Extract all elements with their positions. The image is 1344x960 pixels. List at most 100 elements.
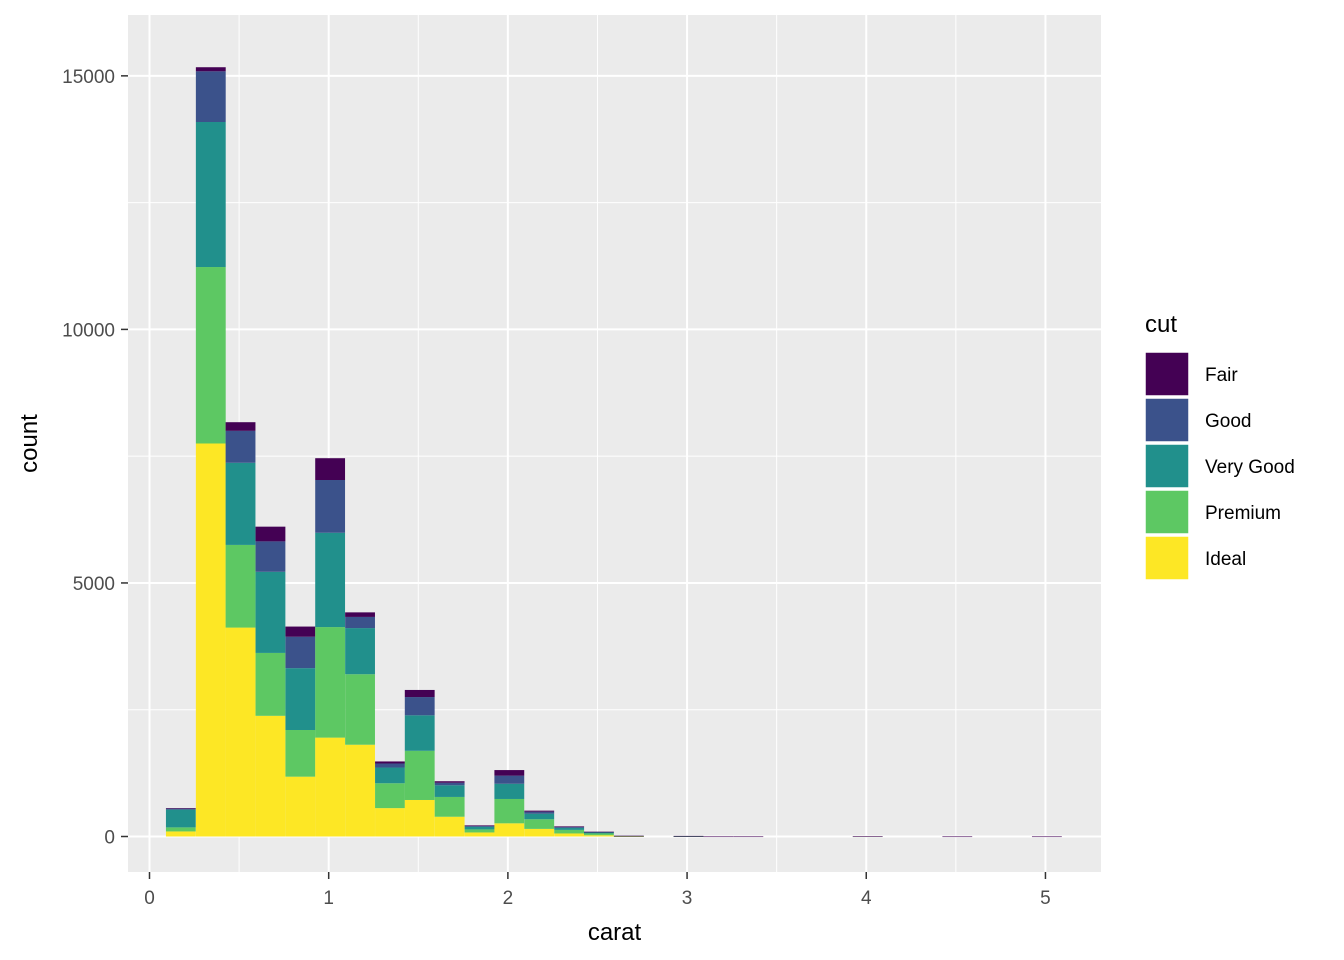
y-tick-label: 5000 [73,574,115,595]
y-tick-label: 10000 [62,320,115,341]
bar-segment-very-good [195,121,226,268]
bar-segment-very-good [225,462,256,545]
x-tick-label: 4 [861,888,872,909]
bar-segment-premium [195,267,226,444]
bar-segment-fair [375,761,405,764]
bar-segment-ideal [494,823,525,837]
bar-segment-premium [255,652,286,716]
bar-segment-good [464,825,495,827]
bar-segment-fair [464,825,495,826]
legend-label: Very Good [1205,457,1295,478]
y-axis: 0 5000 10000 15000 [62,67,128,849]
bar-segment-fair [345,612,375,617]
bar-segment-good [494,775,525,784]
bar-segment-premium [165,827,196,832]
bar-segment-ideal [404,799,435,837]
bar-segment-very-good [524,813,555,820]
bar-segment-premium [375,783,405,809]
x-tick-label: 3 [682,888,693,909]
bar-segment-good [404,697,435,716]
bar-segment-good [375,763,405,768]
bar-segment-premium [434,796,465,817]
bar-segment-premium [494,798,525,824]
bar-segment-fair [1031,836,1062,838]
bar-segment-ideal [434,816,465,837]
bar-segment-ideal [255,715,286,837]
bar-segment-very-good [404,715,435,751]
bar-segment-good [345,616,375,629]
bar-segment-fair [225,422,256,431]
y-tick-label: 0 [104,828,115,849]
bar-segment-premium [583,833,614,836]
bar-segment-premium [464,829,495,833]
bar-segment-ideal [225,627,256,837]
bar-segment-very-good [464,826,495,830]
bar-segment-premium [225,544,256,628]
bar-segment-fair [733,836,764,838]
bar-segment-premium [404,750,435,800]
bar-segment-ideal [195,443,226,837]
bar-segment-very-good [494,783,525,799]
x-tick-label: 5 [1040,888,1051,909]
bar-segment-ideal [315,737,346,837]
legend-title: cut [1145,311,1177,338]
y-tick-label: 15000 [62,67,115,88]
bar-segment-very-good [165,809,196,828]
legend-key-ideal [1144,535,1190,581]
y-axis-title: count [16,414,43,473]
bar-segment-ideal [285,776,316,837]
legend-key-good [1144,397,1190,443]
legend-key-very-good [1144,443,1190,489]
bar-segment-good [255,541,286,572]
bar-segment-very-good [285,668,316,731]
bar-segment-fair [703,836,734,838]
bar-segment-fair [195,67,226,72]
legend-label: Good [1205,411,1251,432]
bar-segment-very-good [583,832,614,834]
bar-segment-very-good [554,827,585,830]
x-tick-label: 0 [144,888,155,909]
bar-segment-good [434,782,465,786]
legend: cut Fair Good Very Good Premium Ideal [1144,311,1295,581]
bar-segment-fair [942,836,973,838]
bar-segment-good [554,826,585,828]
bar-segment-premium [554,829,585,834]
bar-segment-fair [613,835,644,837]
x-axis: 0 1 2 3 4 5 [144,872,1051,909]
bar-segment-premium [345,674,375,745]
bar-segment-fair [583,831,614,833]
bars [165,67,1062,838]
bar-segment-premium [524,819,555,829]
bar-segment-fair [165,808,196,809]
bar-segment-very-good [375,767,405,784]
bar-segment-premium [315,627,346,738]
bar-segment-ideal [554,833,585,837]
legend-label: Fair [1205,365,1238,386]
bar-segment-fair [673,835,704,837]
legend-label: Ideal [1205,549,1246,570]
legend-label: Premium [1205,503,1281,524]
x-tick-label: 2 [503,888,514,909]
bar-segment-very-good [434,785,465,797]
bar-segment-very-good [315,532,346,628]
x-axis-title: carat [588,919,642,946]
bar-segment-good [524,811,555,814]
grid-minor [128,15,1101,872]
bar-segment-fair [434,781,465,783]
bar-segment-fair [524,810,555,812]
legend-key-premium [1144,489,1190,535]
bar-segment-fair [494,770,525,776]
bar-segment-good [315,480,346,533]
bar-segment-fair [315,458,346,481]
bar-segment-premium [285,730,316,777]
bar-segment-fair [285,626,316,637]
x-tick-label: 1 [323,888,334,909]
bar-segment-ideal [524,828,555,837]
bar-segment-ideal [375,808,405,837]
bar-segment-ideal [345,744,375,837]
bar-segment-good [195,71,226,122]
bar-segment-ideal [165,831,196,837]
bar-segment-ideal [583,835,614,837]
bar-segment-fair [255,526,286,542]
